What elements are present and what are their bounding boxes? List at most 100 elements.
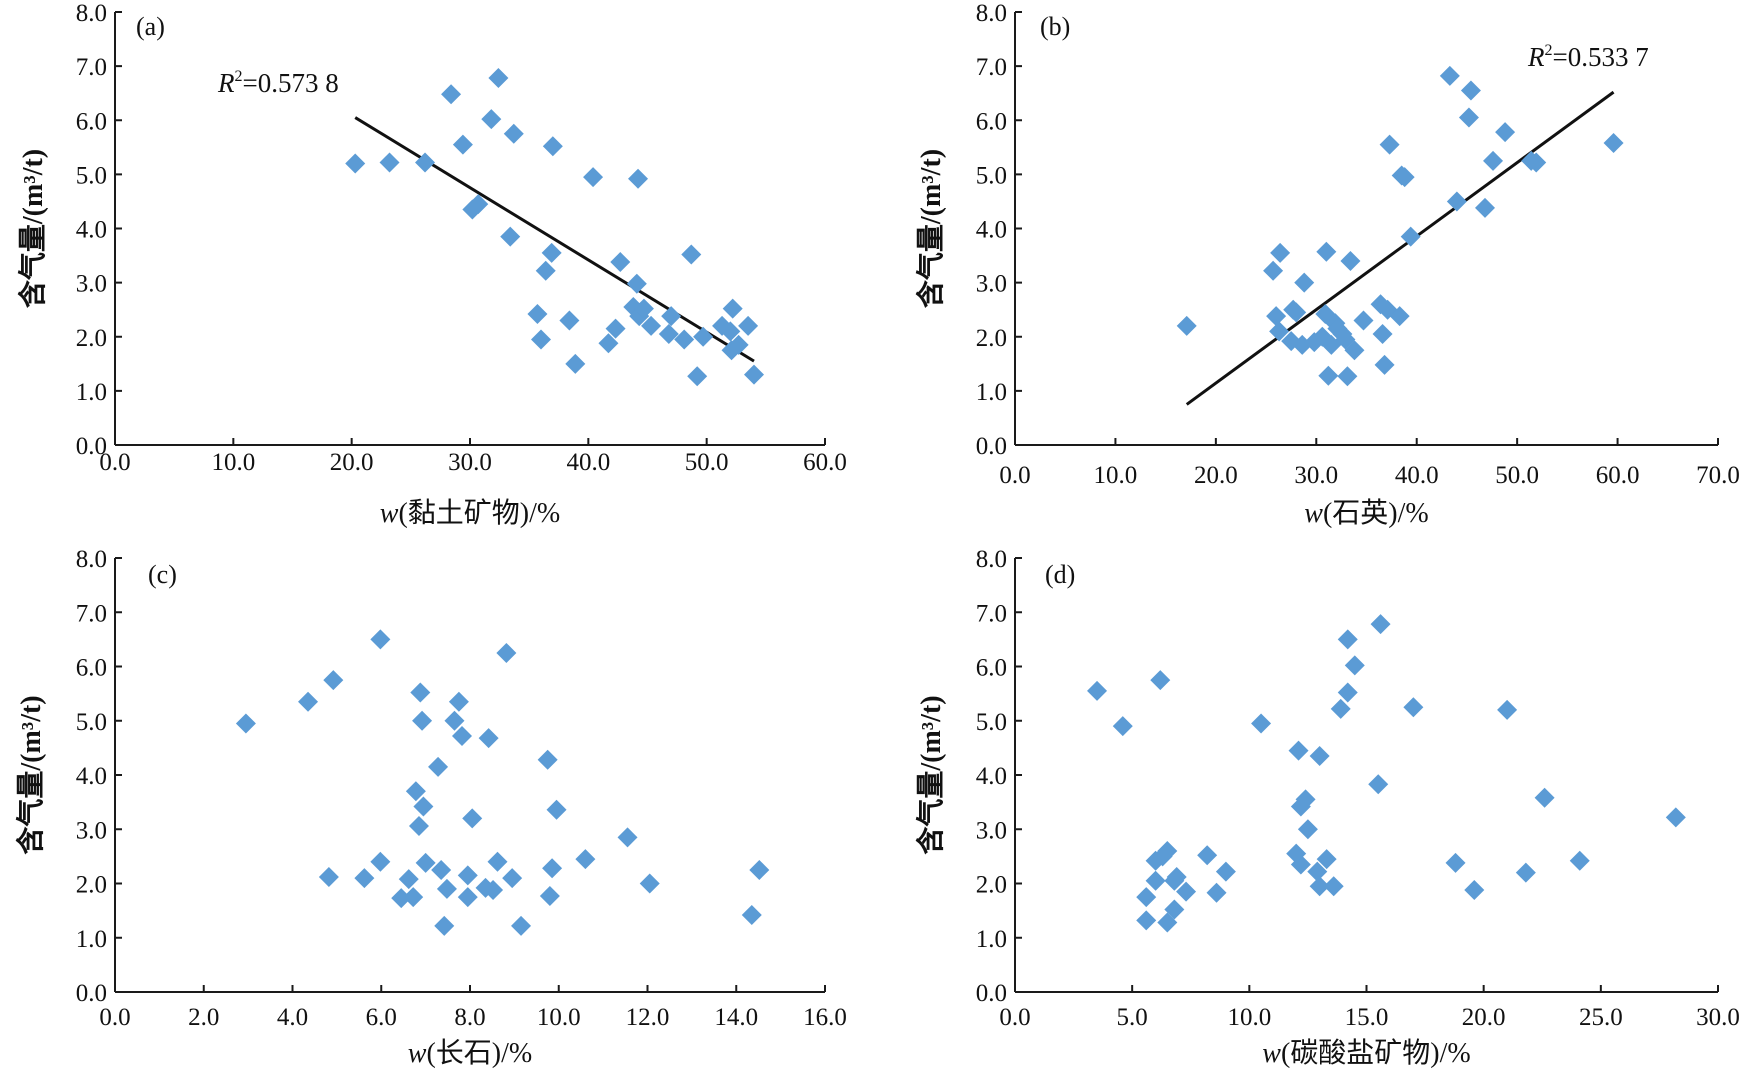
data-point bbox=[1497, 699, 1518, 720]
data-point bbox=[1665, 807, 1686, 828]
data-point bbox=[1483, 150, 1504, 171]
data-point bbox=[641, 315, 662, 336]
panel-b: 0.0 1.0 2.0 3.0 4.0 5.0 6.0 7.0 8.0 0.0 10.0 20.0 30… bbox=[914, 0, 1740, 529]
data-point bbox=[1150, 670, 1171, 691]
data-point bbox=[323, 670, 344, 691]
data-point bbox=[639, 873, 660, 894]
x-tick-label: 0.0 bbox=[99, 1004, 130, 1031]
x-axis-label: w(碳酸盐矿物)/% bbox=[1262, 1037, 1470, 1069]
y-tick-label: 0.0 bbox=[76, 980, 107, 1007]
data-point bbox=[1394, 167, 1415, 188]
data-point bbox=[541, 242, 562, 263]
data-point bbox=[412, 710, 433, 731]
data-point bbox=[1526, 152, 1547, 173]
data-point bbox=[370, 629, 391, 650]
data-point bbox=[1197, 845, 1218, 866]
y-axis-label: 含气量/(m³/t) bbox=[16, 149, 49, 308]
x-tick-label: 0.0 bbox=[999, 462, 1030, 489]
data-point bbox=[511, 915, 532, 936]
y-tick-label: 4.0 bbox=[76, 217, 107, 244]
data-point bbox=[1374, 354, 1395, 375]
data-point bbox=[542, 858, 563, 879]
panel-label: (b) bbox=[1040, 12, 1070, 41]
data-point bbox=[527, 304, 548, 325]
panel-a: 0.0 1.0 2.0 3.0 4.0 5.0 6.0 7.0 8.0 0.0 10.0 20.0 30… bbox=[16, 0, 847, 529]
data-point bbox=[1569, 850, 1590, 871]
x-tick-label: 70.0 bbox=[1696, 462, 1740, 489]
data-point bbox=[452, 134, 473, 155]
data-point bbox=[1206, 882, 1227, 903]
data-point bbox=[391, 888, 412, 909]
data-point bbox=[1294, 272, 1315, 293]
x-tick-label: 2.0 bbox=[188, 1004, 219, 1031]
data-point bbox=[370, 851, 391, 872]
data-point bbox=[1340, 250, 1361, 271]
data-point bbox=[1166, 866, 1187, 887]
data-point bbox=[1495, 122, 1516, 143]
data-point bbox=[298, 691, 319, 712]
y-tick-label: 7.0 bbox=[976, 54, 1007, 81]
y-tick-label: 3.0 bbox=[76, 271, 107, 298]
data-point bbox=[1337, 366, 1358, 387]
r-superscript: 2 bbox=[1545, 42, 1553, 59]
y-tick-label: 6.0 bbox=[976, 108, 1007, 135]
data-point bbox=[1263, 260, 1284, 281]
data-point bbox=[1475, 197, 1496, 218]
data-point bbox=[408, 815, 429, 836]
data-point bbox=[1145, 870, 1166, 891]
r-squared-label: R2=0.533 7 bbox=[1527, 42, 1649, 72]
data-point bbox=[598, 333, 619, 354]
r-squared-label: R2=0.573 8 bbox=[217, 68, 339, 98]
data-point bbox=[1251, 713, 1272, 734]
y-tick-label: 0.0 bbox=[976, 980, 1007, 1007]
data-point bbox=[1464, 880, 1485, 901]
x-tick-label: 60.0 bbox=[803, 449, 847, 476]
y-tick-label: 4.0 bbox=[76, 763, 107, 790]
y-tick-label: 0.0 bbox=[976, 433, 1007, 460]
data-point bbox=[457, 887, 478, 908]
data-point bbox=[1316, 849, 1337, 870]
r-squared-value: =0.573 8 bbox=[243, 68, 339, 98]
data-point bbox=[1164, 899, 1185, 920]
x-tick-label: 25.0 bbox=[1579, 1004, 1623, 1031]
data-point bbox=[1136, 910, 1157, 931]
data-point bbox=[720, 321, 741, 342]
data-point bbox=[441, 84, 462, 105]
x-tick-label: 10.0 bbox=[211, 449, 255, 476]
y-axis-label: 含气量/(m³/t) bbox=[14, 695, 47, 854]
data-point bbox=[537, 749, 558, 770]
data-point bbox=[744, 364, 764, 385]
y-tick-label: 6.0 bbox=[76, 655, 107, 682]
x-tick-label: 10.0 bbox=[1094, 462, 1138, 489]
data-point bbox=[628, 168, 649, 189]
trendline bbox=[1185, 90, 1615, 406]
data-point bbox=[457, 865, 478, 886]
data-point bbox=[398, 869, 419, 890]
x-axis-text: (石英)/% bbox=[1323, 497, 1429, 529]
y-tick-label: 6.0 bbox=[976, 655, 1007, 682]
x-tick-label: 60.0 bbox=[1596, 462, 1640, 489]
data-point bbox=[502, 868, 523, 889]
data-point bbox=[1176, 881, 1197, 902]
data-point bbox=[1215, 861, 1236, 882]
data-point bbox=[1603, 132, 1624, 153]
y-axis-label: 含气量/(m³/t) bbox=[914, 695, 947, 854]
data-point bbox=[1445, 852, 1466, 873]
x-axis-label: w(石英)/% bbox=[1304, 497, 1428, 529]
r-squared-value: =0.533 7 bbox=[1553, 42, 1649, 72]
data-point bbox=[1136, 887, 1157, 908]
y-tick-label: 5.0 bbox=[76, 162, 107, 189]
y-tick-label: 5.0 bbox=[976, 709, 1007, 736]
data-point bbox=[1353, 310, 1374, 331]
x-tick-label: 10.0 bbox=[537, 1004, 581, 1031]
y-tick-label: 2.0 bbox=[976, 325, 1007, 352]
r-superscript: 2 bbox=[235, 68, 243, 85]
x-tick-label: 30.0 bbox=[1294, 462, 1338, 489]
x-tick-label: 12.0 bbox=[626, 1004, 670, 1031]
y-tick-label: 4.0 bbox=[976, 763, 1007, 790]
data-point bbox=[605, 318, 626, 339]
panel-d: 0.0 1.0 2.0 3.0 4.0 5.0 6.0 7.0 8.0 0.0 5.0 10.0 15.… bbox=[914, 546, 1740, 1069]
y-tick-label: 8.0 bbox=[976, 546, 1007, 573]
data-point bbox=[1344, 340, 1365, 361]
